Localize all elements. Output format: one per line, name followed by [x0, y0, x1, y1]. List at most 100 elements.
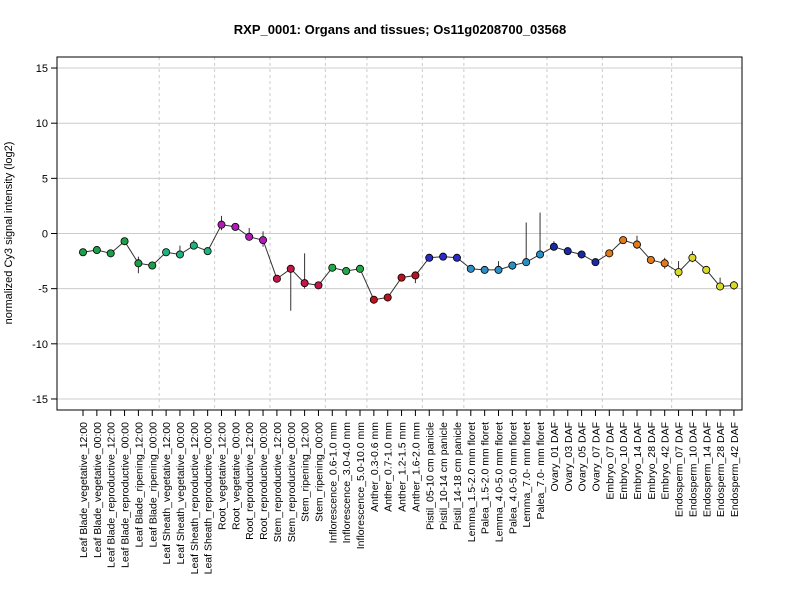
x-tick-label: Ovary_07 DAF — [590, 422, 602, 491]
y-tick-label: 0 — [42, 229, 48, 241]
x-tick-label: Lemma_4.0-5.0 mm floret — [494, 422, 506, 542]
data-point — [549, 242, 558, 251]
data-point — [134, 259, 143, 268]
data-point — [383, 293, 392, 302]
y-tick-label: 10 — [36, 118, 48, 130]
horizontal-gridlines — [57, 67, 742, 400]
data-point — [120, 237, 129, 246]
x-tick-label: Embryo_28 DAF — [646, 422, 658, 500]
x-tick-label: Embryo_07 DAF — [604, 422, 616, 500]
x-tick-label: Embryo_42 DAF — [660, 422, 672, 500]
x-tick-label: Leaf Sheath_reproductive_00:00 — [203, 422, 215, 575]
vertical-gridlines — [158, 57, 673, 410]
x-tick-label: Stem_reproductive_12:00 — [272, 422, 284, 542]
x-tick-label: Endosperm_10 DAF — [687, 422, 699, 517]
x-tick-label: Endosperm_14 DAF — [701, 422, 713, 517]
x-tick-label: Stem_ripening_12:00 — [300, 422, 312, 522]
data-point — [646, 255, 655, 264]
x-tick-label: Root_vegetative_12:00 — [217, 422, 229, 530]
chart-title: RXP_0001: Organs and tissues; Os11g02087… — [234, 22, 566, 37]
x-tick-label: Root_reproductive_00:00 — [258, 422, 270, 540]
x-tick-label: Ovary_03 DAF — [563, 422, 575, 491]
y-axis: -15 -10 -5 0 5 10 15 — [32, 63, 57, 406]
x-tick-label: Lemma_7.0- mm floret — [521, 422, 533, 528]
data-point — [688, 253, 697, 262]
data-point — [162, 248, 171, 257]
data-point — [577, 250, 586, 259]
data-point — [106, 249, 115, 258]
data-point — [79, 248, 88, 257]
y-tick-label: -15 — [32, 394, 48, 406]
data-point — [272, 274, 281, 283]
data-point — [259, 236, 268, 245]
x-tick-label: Anther_0.3-0.6 mm — [369, 422, 381, 512]
x-tick-label: Palea_7.0- mm floret — [535, 422, 547, 520]
x-tick-label: Inflorescence_3.0-4.0 mm — [341, 422, 353, 544]
x-tick-label: Leaf Blade_reproductive_12:00 — [106, 422, 118, 568]
data-point — [605, 249, 614, 258]
x-tick-label: Pistil_05-10 cm panicle — [424, 422, 436, 530]
x-tick-label: Leaf Blade_reproductive_00:00 — [120, 422, 132, 568]
data-point — [536, 250, 545, 259]
x-tick-label: Inflorescence_0.6-1.0 mm — [327, 422, 339, 544]
data-point — [189, 241, 198, 250]
data-point — [397, 273, 406, 282]
data-point — [148, 261, 157, 270]
data-point — [729, 281, 738, 290]
x-tick-label: Endosperm_42 DAF — [729, 422, 741, 517]
x-tick-label: Anther_0.7-1.0 mm — [383, 422, 395, 512]
series-line — [79, 212, 738, 311]
x-tick-label: Leaf Blade_ripening_00:00 — [147, 422, 159, 548]
x-tick-label: Anther_1.2-1.5 mm — [397, 422, 409, 512]
data-point — [300, 279, 309, 288]
data-point — [369, 295, 378, 304]
x-tick-label: Endosperm_07 DAF — [674, 422, 686, 517]
x-tick-label: Leaf Sheath_reproductive_12:00 — [189, 422, 201, 575]
data-point — [411, 271, 420, 280]
data-point — [217, 220, 226, 229]
x-tick-label: Ovary_01 DAF — [549, 422, 561, 491]
x-tick-label: Palea_1.5-2.0 mm floret — [480, 422, 492, 534]
data-point — [619, 236, 628, 245]
y-tick-label: -5 — [38, 284, 48, 296]
x-tick-label: Ovary_05 DAF — [577, 422, 589, 491]
data-point — [522, 258, 531, 267]
data-point — [716, 282, 725, 291]
data-point — [328, 263, 337, 272]
data-point — [286, 264, 295, 273]
x-tick-label: Leaf Blade_ripening_12:00 — [133, 422, 145, 548]
y-tick-label: 5 — [42, 173, 48, 185]
data-point — [508, 261, 517, 270]
data-point — [660, 259, 669, 268]
x-tick-label: Pistil_14-18 cm panicle — [452, 422, 464, 530]
x-tick-label: Root_vegetative_00:00 — [230, 422, 242, 530]
data-point — [452, 253, 461, 262]
x-tick-label: Stem_reproductive_00:00 — [286, 422, 298, 542]
x-tick-label: Root_reproductive_12:00 — [244, 422, 256, 540]
x-tick-label: Embryo_14 DAF — [632, 422, 644, 500]
x-axis: Leaf Blade_vegetative_12:00 Leaf Blade_ve… — [78, 410, 741, 574]
data-point — [231, 222, 240, 231]
x-tick-label: Endosperm_28 DAF — [715, 422, 727, 517]
data-point — [591, 258, 600, 267]
x-tick-label: Inflorescence_5.0-10.0 mm — [355, 422, 367, 549]
data-point — [425, 253, 434, 262]
x-tick-label: Leaf Sheath_vegetative_12:00 — [161, 422, 173, 565]
data-point — [245, 232, 254, 241]
data-point — [203, 247, 212, 256]
x-tick-label: Leaf Sheath_vegetative_00:00 — [175, 422, 187, 565]
x-tick-label: Stem_ripening_00:00 — [313, 422, 325, 522]
data-point — [702, 265, 711, 274]
data-point — [494, 265, 503, 274]
data-point — [674, 268, 683, 277]
data-point — [439, 252, 448, 261]
y-axis-label: normalized Cy3 signal intensity (log2) — [3, 142, 15, 325]
data-point — [314, 281, 323, 290]
data-point — [633, 240, 642, 249]
data-point — [92, 246, 101, 255]
y-tick-label: 15 — [36, 63, 48, 75]
x-tick-label: Leaf Blade_vegetative_12:00 — [78, 422, 90, 558]
x-tick-label: Lemma_1.5-2.0 mm floret — [466, 422, 478, 542]
y-tick-label: -10 — [32, 339, 48, 351]
